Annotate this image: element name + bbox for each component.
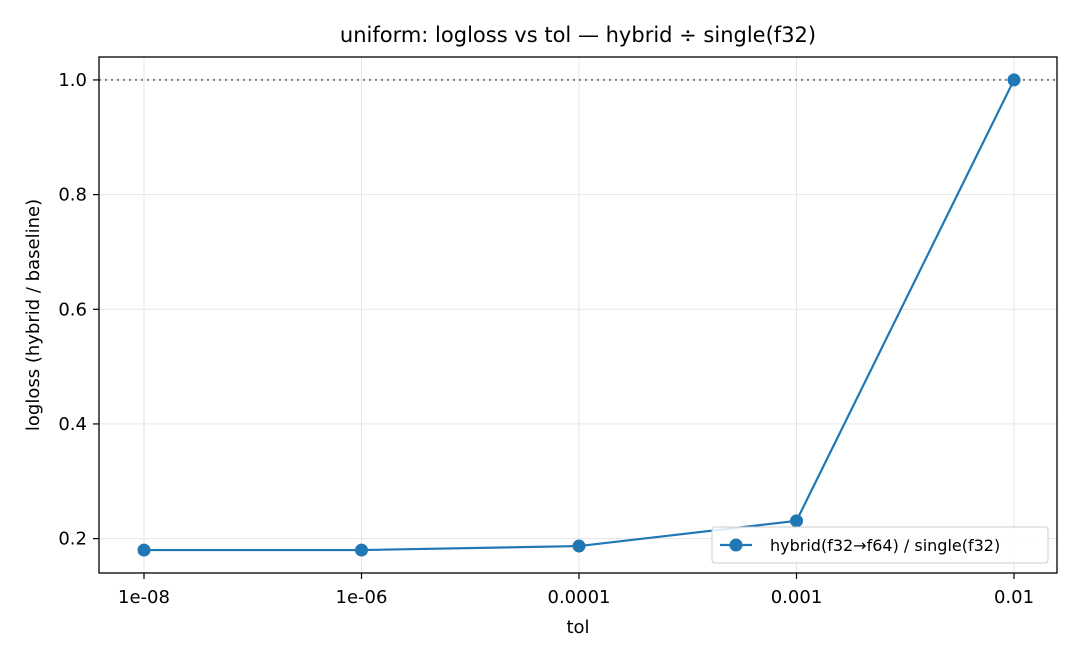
y-tick-label: 0.2 [58,529,87,550]
legend-box [711,526,1049,564]
y-ticks: 0.2 0.4 0.6 0.8 1.0 [58,70,99,550]
legend: hybrid(f32→f64) / single(f32) [711,526,1049,564]
data-point [790,514,803,528]
data-point [137,543,151,557]
grid [99,57,1057,573]
x-tick-label: 1e-06 [336,587,388,608]
data-point [355,543,368,557]
x-tick-label: 0.0001 [548,587,611,608]
series-group [137,73,1021,557]
data-point [1007,73,1021,87]
y-tick-label: 0.6 [58,299,87,320]
x-tick-label: 0.001 [771,587,823,608]
x-axis-label: tol [566,617,589,638]
y-tick-label: 0.4 [58,414,87,435]
y-axis-label: logloss (hybrid / baseline) [23,199,44,431]
x-tick-label: 0.01 [994,587,1034,608]
x-ticks: 1e-08 1e-06 0.0001 0.001 0.01 [118,573,1034,608]
chart-title: uniform: logloss vs tol — hybrid ÷ singl… [340,23,816,47]
legend-marker-swatch [729,538,743,552]
x-tick-label: 1e-08 [118,587,170,608]
y-tick-label: 1.0 [58,70,87,91]
legend-label: hybrid(f32→f64) / single(f32) [770,536,1000,555]
plot-frame [98,56,1058,574]
data-point [572,539,586,553]
y-tick-label: 0.8 [58,185,87,206]
